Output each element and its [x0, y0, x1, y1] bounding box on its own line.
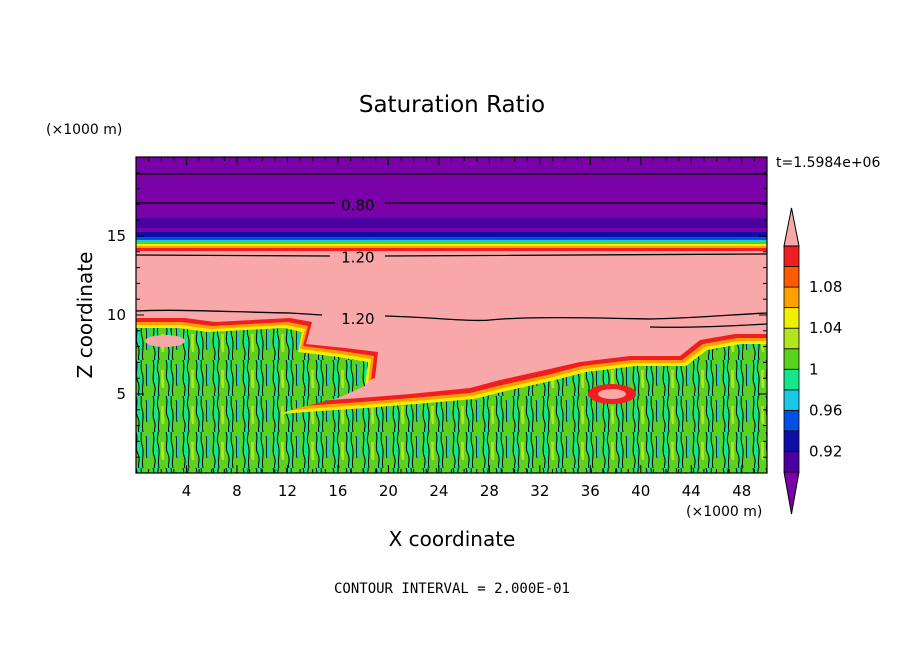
colorbar-lower-arrow	[783, 471, 800, 515]
colorbar-swatch	[783, 409, 800, 432]
band-yellow	[136, 244, 767, 246]
contour-label: 1.20	[341, 249, 374, 267]
contour-label: 1.20	[341, 310, 374, 328]
colorbar-swatch	[783, 430, 800, 452]
colorbar-upper-arrow	[783, 207, 800, 247]
colorbar-label: 0.96	[809, 401, 842, 419]
pink-patch	[598, 389, 626, 399]
colorbar-swatch	[783, 327, 800, 350]
band-green	[136, 242, 767, 244]
colorbar-swatch	[783, 368, 800, 391]
colorbar-swatch	[783, 286, 800, 309]
moist-lower-layer	[136, 328, 767, 473]
colorbar-swatch	[783, 451, 800, 473]
x-tick-label: 8	[232, 482, 242, 500]
x-tick-label: 48	[732, 482, 751, 500]
contour-interval-note: CONTOUR INTERVAL = 2.000E-01	[334, 581, 570, 597]
contour-line-upper-120	[136, 253, 767, 257]
x-tick-label: 32	[530, 482, 549, 500]
band-orange	[136, 246, 767, 248]
contour-line-lower-120-b	[649, 323, 767, 328]
band-red	[136, 248, 767, 251]
x-axis-units: (×1000 m)	[686, 504, 762, 520]
colorbar-label: 1	[809, 360, 819, 378]
chart-title: Saturation Ratio	[359, 92, 545, 118]
colorbar-swatch	[783, 266, 800, 288]
y-axis-units: (×1000 m)	[46, 122, 122, 138]
x-tick-label: 28	[480, 482, 499, 500]
x-tick-label: 16	[328, 482, 347, 500]
x-tick-label: 20	[379, 482, 398, 500]
time-label: t=1.5984e+06	[776, 155, 880, 171]
contour-label: 0.80	[341, 196, 374, 214]
colorbar-label: 1.04	[809, 319, 842, 337]
plot-area	[136, 157, 767, 473]
contour-line-lower-120	[136, 309, 767, 322]
x-tick-label: 40	[631, 482, 650, 500]
y-tick-label: 5	[116, 385, 126, 403]
y-axis-title: Z coordinate	[73, 252, 97, 379]
band-lightblue	[136, 237, 767, 240]
pink-patch-left	[145, 335, 185, 347]
colorbar-label: 1.08	[809, 278, 842, 296]
x-tick-label: 44	[682, 482, 701, 500]
x-tick-label: 12	[278, 482, 297, 500]
x-tick-label: 24	[429, 482, 448, 500]
band-cyan	[136, 240, 767, 242]
x-tick-label: 36	[581, 482, 600, 500]
y-tick-label: 10	[107, 306, 126, 324]
contour-labels: 0.80 1.20 1.20	[341, 196, 374, 328]
colorbar: 1.08 1.04 1 0.96 0.92	[783, 207, 842, 515]
colorbar-swatch	[783, 245, 800, 267]
colorbar-swatch	[783, 348, 800, 370]
x-tick-label: 4	[182, 482, 192, 500]
dark-band	[136, 218, 767, 228]
x-axis-title: X coordinate	[389, 527, 516, 551]
y-tick-label: 15	[107, 227, 126, 245]
band-blue	[136, 232, 767, 237]
colorbar-label: 0.92	[809, 442, 842, 460]
colorbar-swatch	[783, 307, 800, 329]
colorbar-swatch	[783, 389, 800, 411]
